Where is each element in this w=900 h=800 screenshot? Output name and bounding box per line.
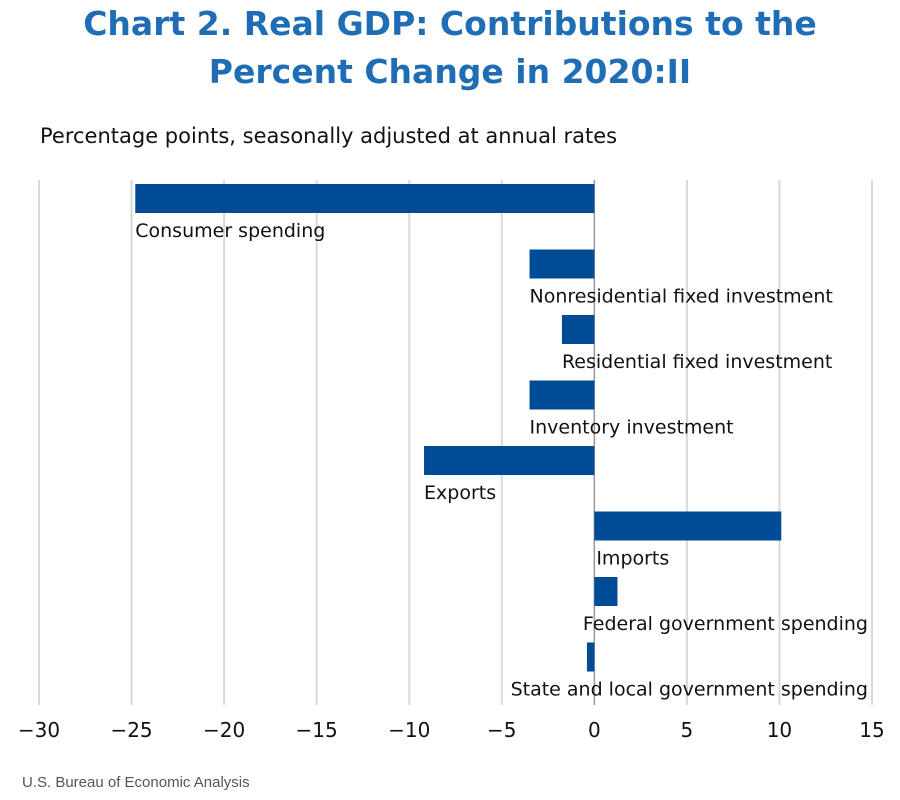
bar-chart: Consumer spending Nonresidential fixed in… (18, 180, 885, 742)
category-label: Imports (596, 548, 669, 570)
bar (529, 249, 595, 279)
chart-title: Chart 2. Real GDP: Contributions to the … (0, 0, 900, 96)
bar (135, 184, 595, 213)
bar (561, 315, 595, 344)
x-tick-label: 0 (588, 718, 601, 742)
chart-subtitle: Percentage points, seasonally adjusted a… (40, 124, 618, 148)
category-label: State and local government spending (511, 679, 868, 701)
category-label: Nonresidential fixed investment (530, 286, 833, 308)
bar (594, 511, 782, 541)
bar (529, 380, 595, 410)
category-label: Exports (424, 482, 496, 504)
category-label: Residential fixed investment (562, 351, 832, 373)
x-tick-label: −5 (487, 718, 516, 742)
chart-title-line-2: Percent Change in 2020:II (208, 52, 692, 91)
bar (424, 446, 595, 475)
x-tick-label: −10 (388, 718, 430, 742)
x-tick-label: −25 (110, 718, 152, 742)
bar (586, 642, 595, 672)
source-note: U.S. Bureau of Economic Analysis (22, 774, 250, 791)
x-tick-label: −15 (296, 718, 338, 742)
x-tick-label: 5 (681, 718, 694, 742)
category-label: Inventory investment (530, 417, 734, 439)
bar (594, 577, 618, 606)
chart-title-line-1: Chart 2. Real GDP: Contributions to the (83, 4, 817, 43)
x-tick-label: 15 (859, 718, 884, 742)
category-label: Consumer spending (135, 220, 325, 242)
x-tick-label: −30 (18, 718, 60, 742)
x-tick-label: −20 (203, 718, 245, 742)
category-label: Federal government spending (583, 613, 868, 635)
x-tick-label: 10 (767, 718, 792, 742)
